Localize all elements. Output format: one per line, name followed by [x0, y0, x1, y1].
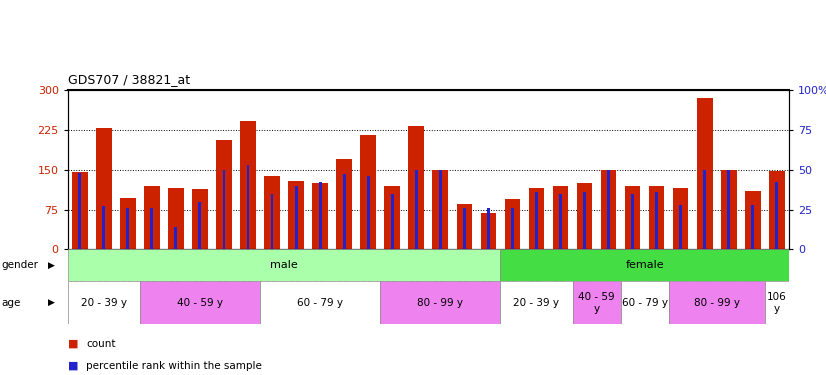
Bar — [72, 172, 88, 249]
Text: GDS707 / 38821_at: GDS707 / 38821_at — [68, 73, 190, 86]
Bar — [295, 186, 297, 249]
Bar — [703, 170, 706, 249]
Bar — [457, 204, 472, 249]
Bar — [463, 208, 466, 249]
Bar — [669, 281, 765, 324]
Bar — [240, 121, 256, 249]
Bar — [439, 170, 442, 249]
Bar — [624, 186, 640, 249]
Bar — [168, 188, 183, 249]
Bar — [336, 159, 352, 249]
Bar — [648, 186, 664, 249]
Bar — [192, 189, 208, 249]
Text: 60 - 79 y: 60 - 79 y — [297, 298, 343, 308]
Bar — [433, 170, 449, 249]
Bar — [535, 192, 538, 249]
Text: 106
y: 106 y — [767, 292, 786, 314]
Text: 80 - 99 y: 80 - 99 y — [417, 298, 463, 308]
Bar — [607, 170, 610, 249]
Bar — [505, 199, 520, 249]
Bar — [501, 281, 572, 324]
Text: ▶: ▶ — [48, 298, 55, 307]
Bar — [126, 208, 129, 249]
Bar — [380, 281, 501, 324]
Bar — [553, 186, 568, 249]
Text: ■: ■ — [68, 339, 78, 349]
Bar — [481, 213, 496, 249]
Bar — [415, 170, 418, 249]
Bar — [511, 208, 514, 249]
Bar — [198, 202, 202, 249]
Text: 20 - 39 y: 20 - 39 y — [81, 298, 126, 308]
Bar — [529, 188, 544, 249]
Bar — [655, 192, 658, 249]
Bar — [620, 281, 669, 324]
Text: ■: ■ — [68, 361, 78, 371]
Text: age: age — [2, 298, 21, 308]
Text: 60 - 79 y: 60 - 79 y — [622, 298, 667, 308]
Bar — [679, 205, 682, 249]
Bar — [501, 249, 789, 281]
Bar — [577, 183, 592, 249]
Bar — [264, 176, 280, 249]
Bar — [769, 171, 785, 249]
Bar — [360, 135, 376, 249]
Bar — [96, 128, 112, 249]
Bar — [752, 205, 754, 249]
Bar — [216, 141, 232, 249]
Bar — [572, 281, 620, 324]
Bar — [260, 281, 380, 324]
Bar — [120, 198, 135, 249]
Bar — [391, 194, 394, 249]
Bar — [150, 208, 154, 249]
Bar — [343, 174, 345, 249]
Bar — [697, 98, 713, 249]
Text: female: female — [625, 260, 664, 270]
Text: 20 - 39 y: 20 - 39 y — [514, 298, 559, 308]
Bar — [673, 188, 689, 249]
Bar — [271, 194, 273, 249]
Bar — [583, 192, 586, 249]
Text: male: male — [270, 260, 298, 270]
Bar — [745, 191, 761, 249]
Text: 80 - 99 y: 80 - 99 y — [694, 298, 740, 308]
Bar — [140, 281, 260, 324]
Bar — [631, 194, 634, 249]
Bar — [384, 186, 400, 249]
Text: 40 - 59
y: 40 - 59 y — [578, 292, 615, 314]
Bar — [319, 183, 321, 249]
Bar — [102, 206, 105, 249]
Bar — [728, 170, 730, 249]
Bar — [174, 227, 178, 249]
Bar — [487, 208, 490, 249]
Text: gender: gender — [2, 260, 39, 270]
Bar — [559, 194, 562, 249]
Bar — [68, 249, 501, 281]
Bar — [776, 183, 778, 249]
Bar — [222, 170, 225, 249]
Text: ▶: ▶ — [48, 261, 55, 270]
Bar — [247, 165, 249, 249]
Bar — [288, 182, 304, 249]
Text: count: count — [86, 339, 116, 349]
Bar — [408, 126, 424, 249]
Text: percentile rank within the sample: percentile rank within the sample — [86, 361, 262, 371]
Bar — [721, 170, 737, 249]
Bar — [68, 281, 140, 324]
Bar — [144, 186, 159, 249]
Bar — [367, 176, 369, 249]
Bar — [78, 173, 81, 249]
Bar — [601, 170, 616, 249]
Bar — [312, 183, 328, 249]
Bar — [765, 281, 789, 324]
Text: 40 - 59 y: 40 - 59 y — [177, 298, 223, 308]
